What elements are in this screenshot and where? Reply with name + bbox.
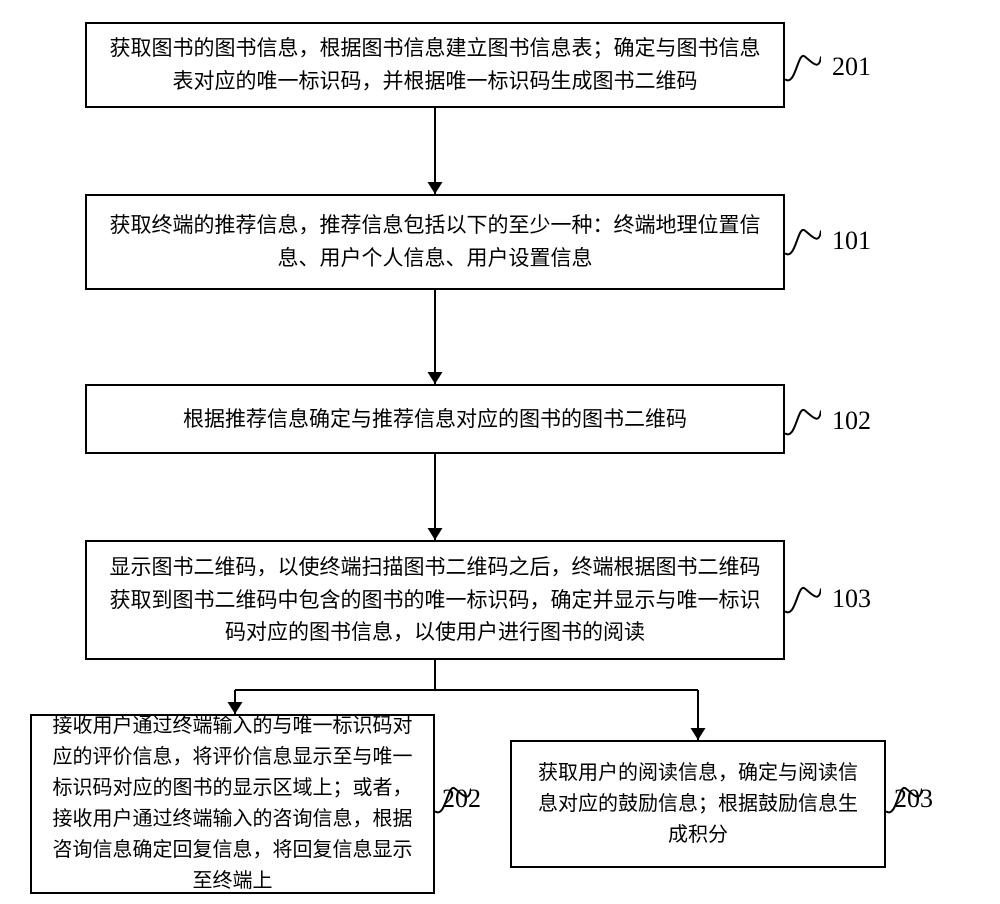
edge-2	[423, 442, 447, 552]
label-connector-n202	[435, 779, 471, 817]
edge-1	[423, 278, 447, 396]
flowchart-node-n102: 根据推荐信息确定与推荐信息对应的图书的图书二维码	[85, 384, 785, 454]
node-label-n102: 102	[832, 406, 871, 436]
label-connector-n102	[785, 401, 821, 439]
label-connector-n201	[785, 47, 821, 85]
flowchart-node-n201: 获取图书的图书信息，根据图书信息建立图书信息表；确定与图书信息表对应的唯一标识码…	[85, 22, 785, 108]
node-label-n101: 101	[832, 226, 871, 256]
label-connector-n103	[785, 579, 821, 617]
label-connector-n203	[886, 779, 922, 817]
flowchart-node-n203: 获取用户的阅读信息，确定与阅读信息对应的鼓励信息；根据鼓励信息生成积分	[510, 740, 886, 868]
flowchart-node-n103: 显示图书二维码，以使终端扫描图书二维码之后，终端根据图书二维码获取到图书二维码中…	[85, 540, 785, 660]
node-text: 获取终端的推荐信息，推荐信息包括以下的至少一种：终端地理位置信息、用户个人信息、…	[105, 209, 765, 274]
node-label-n201: 201	[832, 52, 871, 82]
node-label-n103: 103	[832, 584, 871, 614]
label-connector-n101	[785, 221, 821, 259]
node-text: 获取图书的图书信息，根据图书信息建立图书信息表；确定与图书信息表对应的唯一标识码…	[105, 32, 765, 97]
flowchart-node-n101: 获取终端的推荐信息，推荐信息包括以下的至少一种：终端地理位置信息、用户个人信息、…	[85, 194, 785, 290]
node-text: 显示图书二维码，以使终端扫描图书二维码之后，终端根据图书二维码获取到图书二维码中…	[105, 551, 765, 649]
node-text: 获取用户的阅读信息，确定与阅读信息对应的鼓励信息；根据鼓励信息生成积分	[530, 758, 866, 851]
node-text: 接收用户通过终端输入的与唯一标识码对应的评价信息，将评价信息显示至与唯一标识码对…	[50, 711, 415, 897]
edge-0	[423, 96, 447, 206]
node-text: 根据推荐信息确定与推荐信息对应的图书的图书二维码	[183, 403, 687, 436]
flowchart-node-n202: 接收用户通过终端输入的与唯一标识码对应的评价信息，将评价信息显示至与唯一标识码对…	[30, 714, 435, 894]
